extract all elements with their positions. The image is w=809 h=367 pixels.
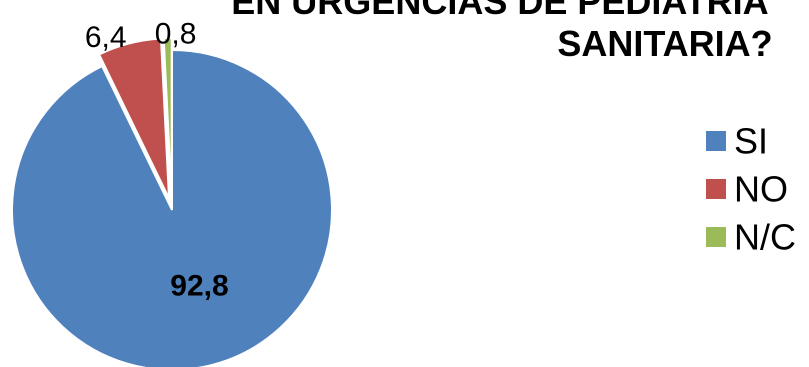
pie-slices	[11, 37, 333, 367]
legend-swatch-si	[706, 131, 726, 151]
pie-data-labels: 92,8 6,4 0,8	[85, 18, 229, 303]
chart-legend: SI NO N/C	[706, 121, 796, 258]
legend-swatch-no	[706, 179, 726, 199]
data-label-no: 6,4	[85, 21, 127, 54]
legend-label-no: NO	[734, 169, 788, 210]
data-label-si: 92,8	[170, 270, 228, 303]
legend-label-si: SI	[734, 121, 768, 162]
data-label-n-c: 0,8	[155, 18, 197, 51]
legend-swatch-n-c	[706, 227, 726, 247]
pie-slice-n-c	[162, 37, 173, 199]
pie-slice-si	[11, 48, 333, 367]
pie-slice-no	[97, 37, 171, 199]
chart-title-line-2: SANITARIA?	[557, 23, 772, 64]
legend-label-n-c: N/C	[734, 217, 796, 258]
chart-title-line-1: EN URGENCIAS DE PEDIATRÍA	[231, 0, 768, 22]
chart-title: EN URGENCIAS DE PEDIATRÍA SANITARIA?	[231, 0, 772, 64]
